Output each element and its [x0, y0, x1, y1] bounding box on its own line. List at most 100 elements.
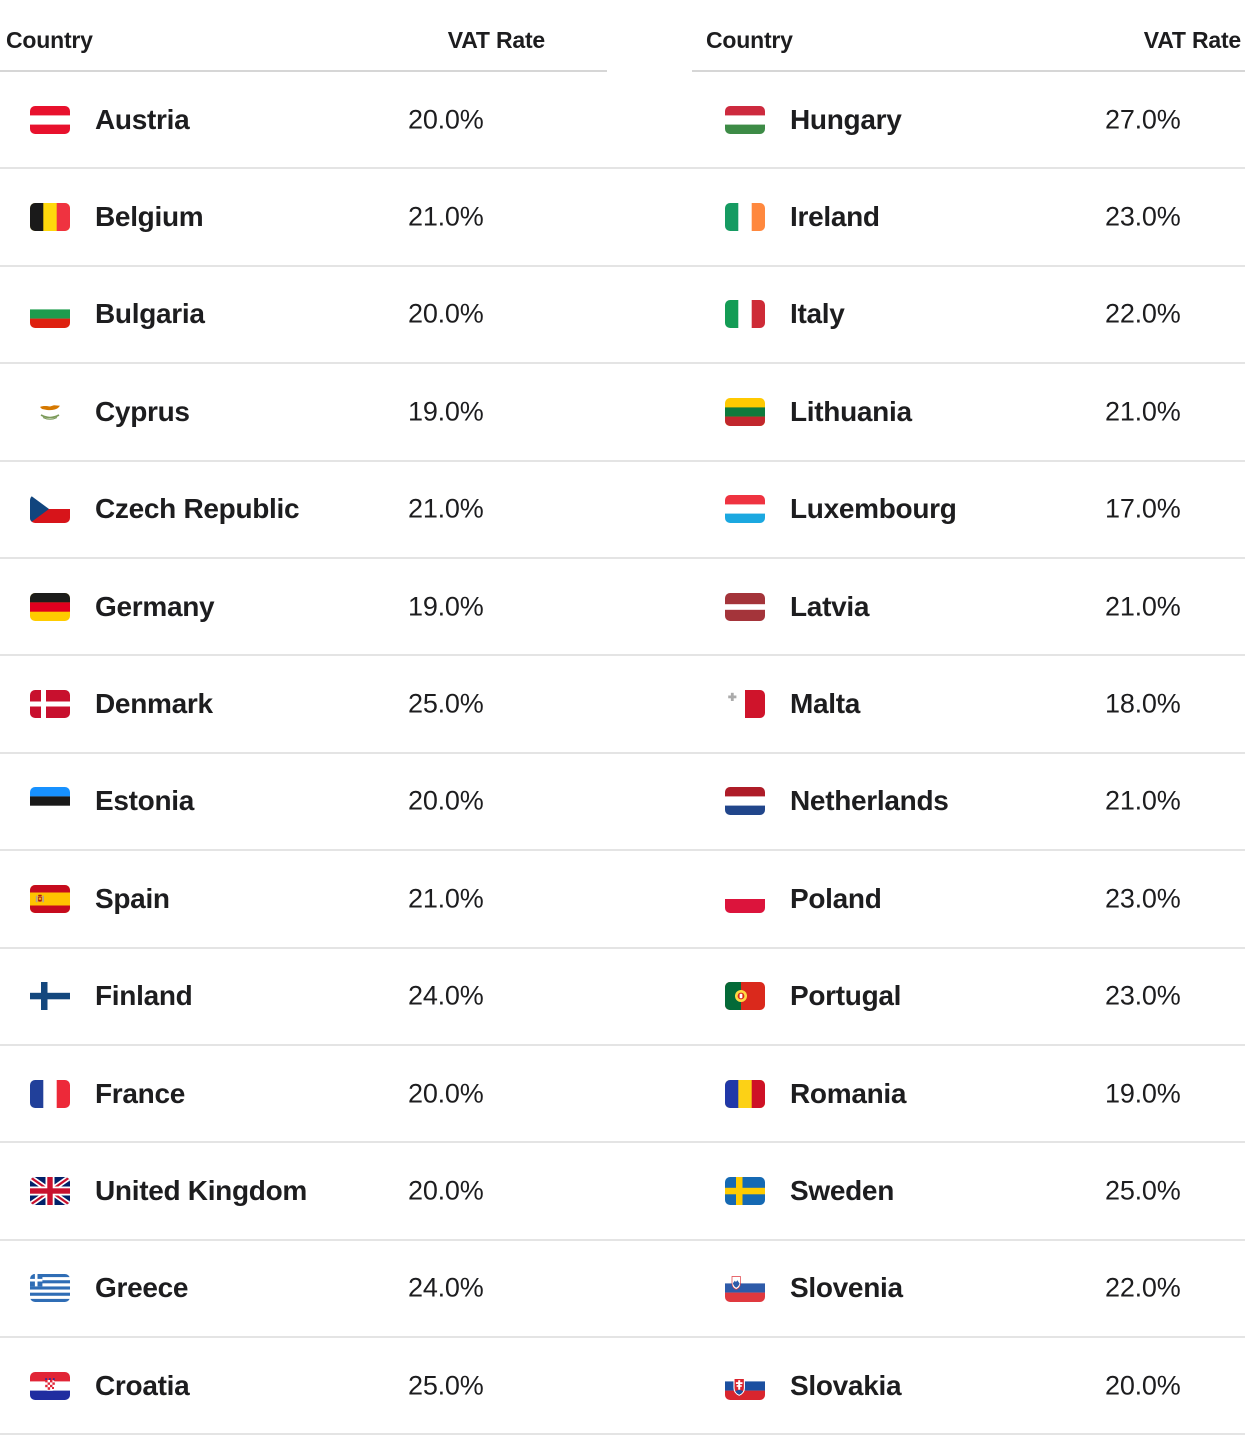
vat-rate-value: 18.0%: [1105, 688, 1181, 719]
country-name: Sweden: [790, 1174, 895, 1206]
flag-latvia-icon: [725, 592, 765, 621]
country-name: Bulgaria: [95, 298, 205, 330]
country-name: Romania: [790, 1077, 907, 1109]
country-cell: Denmark 25.0%: [0, 656, 607, 751]
country-cell: Germany 19.0%: [0, 559, 607, 654]
vat-rate-value: 21.0%: [408, 201, 484, 232]
country-column-header: Country: [6, 26, 93, 53]
table-body: Austria 20.0% Hungary 27.0% Belgium 21.0% Irel…: [0, 72, 1245, 1435]
vat-rate-value: 20.0%: [408, 104, 484, 135]
flag-greece-icon: [30, 1274, 70, 1303]
country-name: Croatia: [95, 1369, 190, 1401]
country-name: Hungary: [790, 103, 902, 135]
country-cell: Croatia 25.0%: [0, 1338, 607, 1433]
flag-bulgaria-icon: [30, 300, 70, 329]
vat-rate-value: 25.0%: [408, 688, 484, 719]
country-column-header: Country: [706, 26, 793, 53]
country-name: Netherlands: [790, 785, 949, 817]
country-name: Cyprus: [95, 395, 190, 427]
flag-spain-icon: [30, 884, 70, 913]
country-cell: Finland 24.0%: [0, 949, 607, 1044]
country-name: Slovenia: [790, 1272, 903, 1304]
vat-rate-value: 17.0%: [1105, 493, 1181, 524]
country-name: United Kingdom: [95, 1174, 307, 1206]
flag-estonia-icon: [30, 787, 70, 816]
flag-malta-icon: [725, 690, 765, 719]
table-row: Austria 20.0% Hungary 27.0%: [0, 72, 1245, 170]
table-headers: Country VAT Rate Country VAT Rate: [0, 0, 1245, 72]
table-row: United Kingdom 20.0% Sweden 25.0%: [0, 1143, 1245, 1241]
country-cell: Italy 22.0%: [692, 267, 1245, 362]
flag-luxembourg-icon: [725, 495, 765, 524]
vat-rate-value: 24.0%: [408, 1272, 484, 1303]
country-cell: United Kingdom 20.0%: [0, 1143, 607, 1238]
country-name: Denmark: [95, 688, 213, 720]
country-cell: Slovenia 22.0%: [692, 1241, 1245, 1336]
country-cell: Malta 18.0%: [692, 656, 1245, 751]
country-name: Malta: [790, 688, 861, 720]
country-name: Germany: [95, 590, 215, 622]
flag-hungary-icon: [725, 105, 765, 134]
country-name: Estonia: [95, 785, 195, 817]
country-cell: Cyprus 19.0%: [0, 364, 607, 459]
country-cell: Poland 23.0%: [692, 851, 1245, 946]
vat-rate-column-header: VAT Rate: [447, 26, 545, 53]
vat-rate-value: 20.0%: [408, 298, 484, 329]
flag-united-kingdom-icon: [30, 1176, 70, 1205]
table-row: Germany 19.0% Latvia 21.0%: [0, 558, 1245, 657]
country-name: Belgium: [95, 201, 204, 233]
table-row: France 20.0% Romania 19.0%: [0, 1045, 1245, 1144]
table-row: Finland 24.0% Portugal 23.0%: [0, 948, 1245, 1046]
vat-rate-value: 23.0%: [1105, 883, 1181, 914]
flag-france-icon: [30, 1079, 70, 1108]
table-row: Denmark 25.0% Malta 18.0%: [0, 656, 1245, 754]
vat-rate-value: 27.0%: [1105, 104, 1181, 135]
country-cell: Netherlands 21.0%: [692, 754, 1245, 849]
country-cell: France 20.0%: [0, 1046, 607, 1141]
vat-rate-value: 21.0%: [1105, 396, 1181, 427]
table-row: Spain 21.0% Poland 23.0%: [0, 851, 1245, 949]
country-cell: Bulgaria 20.0%: [0, 267, 607, 362]
vat-rate-value: 19.0%: [1105, 1078, 1181, 1109]
country-name: Czech Republic: [95, 493, 300, 525]
country-cell: Greece 24.0%: [0, 1241, 607, 1336]
flag-slovakia-icon: [725, 1371, 765, 1400]
table-row: Greece 24.0% Slovenia 22.0%: [0, 1240, 1245, 1339]
table-row: Bulgaria 20.0% Italy 22.0%: [0, 266, 1245, 365]
country-name: Ireland: [790, 201, 880, 233]
vat-rate-value: 25.0%: [1105, 1175, 1181, 1206]
country-cell: Sweden 25.0%: [692, 1143, 1245, 1238]
country-cell: Lithuania 21.0%: [692, 364, 1245, 459]
vat-rate-value: 23.0%: [1105, 201, 1181, 232]
country-cell: Luxembourg 17.0%: [692, 462, 1245, 557]
vat-rate-value: 21.0%: [408, 493, 484, 524]
vat-rate-column-header: VAT Rate: [1143, 26, 1241, 53]
flag-cyprus-icon: [30, 397, 70, 426]
vat-rate-value: 24.0%: [408, 980, 484, 1011]
country-name: Spain: [95, 882, 170, 914]
country-name: Luxembourg: [790, 493, 957, 525]
vat-rate-value: 20.0%: [408, 1175, 484, 1206]
flag-germany-icon: [30, 592, 70, 621]
left-table-header: Country VAT Rate: [0, 0, 607, 72]
vat-rate-value: 22.0%: [1105, 298, 1181, 329]
vat-rate-value: 23.0%: [1105, 980, 1181, 1011]
flag-lithuania-icon: [725, 397, 765, 426]
country-name: France: [95, 1077, 186, 1109]
country-cell: Estonia 20.0%: [0, 754, 607, 849]
country-name: Slovakia: [790, 1369, 902, 1401]
vat-rate-value: 20.0%: [408, 785, 484, 816]
flag-ireland-icon: [725, 203, 765, 232]
flag-portugal-icon: [725, 982, 765, 1011]
vat-rate-value: 21.0%: [408, 883, 484, 914]
country-cell: Slovakia 20.0%: [692, 1338, 1245, 1433]
table-row: Cyprus 19.0% Lithuania 21.0%: [0, 364, 1245, 462]
country-name: Poland: [790, 882, 882, 914]
country-name: Italy: [790, 298, 845, 330]
country-cell: Belgium 21.0%: [0, 169, 607, 264]
vat-rate-value: 20.0%: [1105, 1370, 1181, 1401]
flag-poland-icon: [725, 884, 765, 913]
country-cell: Romania 19.0%: [692, 1046, 1245, 1141]
vat-rate-value: 25.0%: [408, 1370, 484, 1401]
